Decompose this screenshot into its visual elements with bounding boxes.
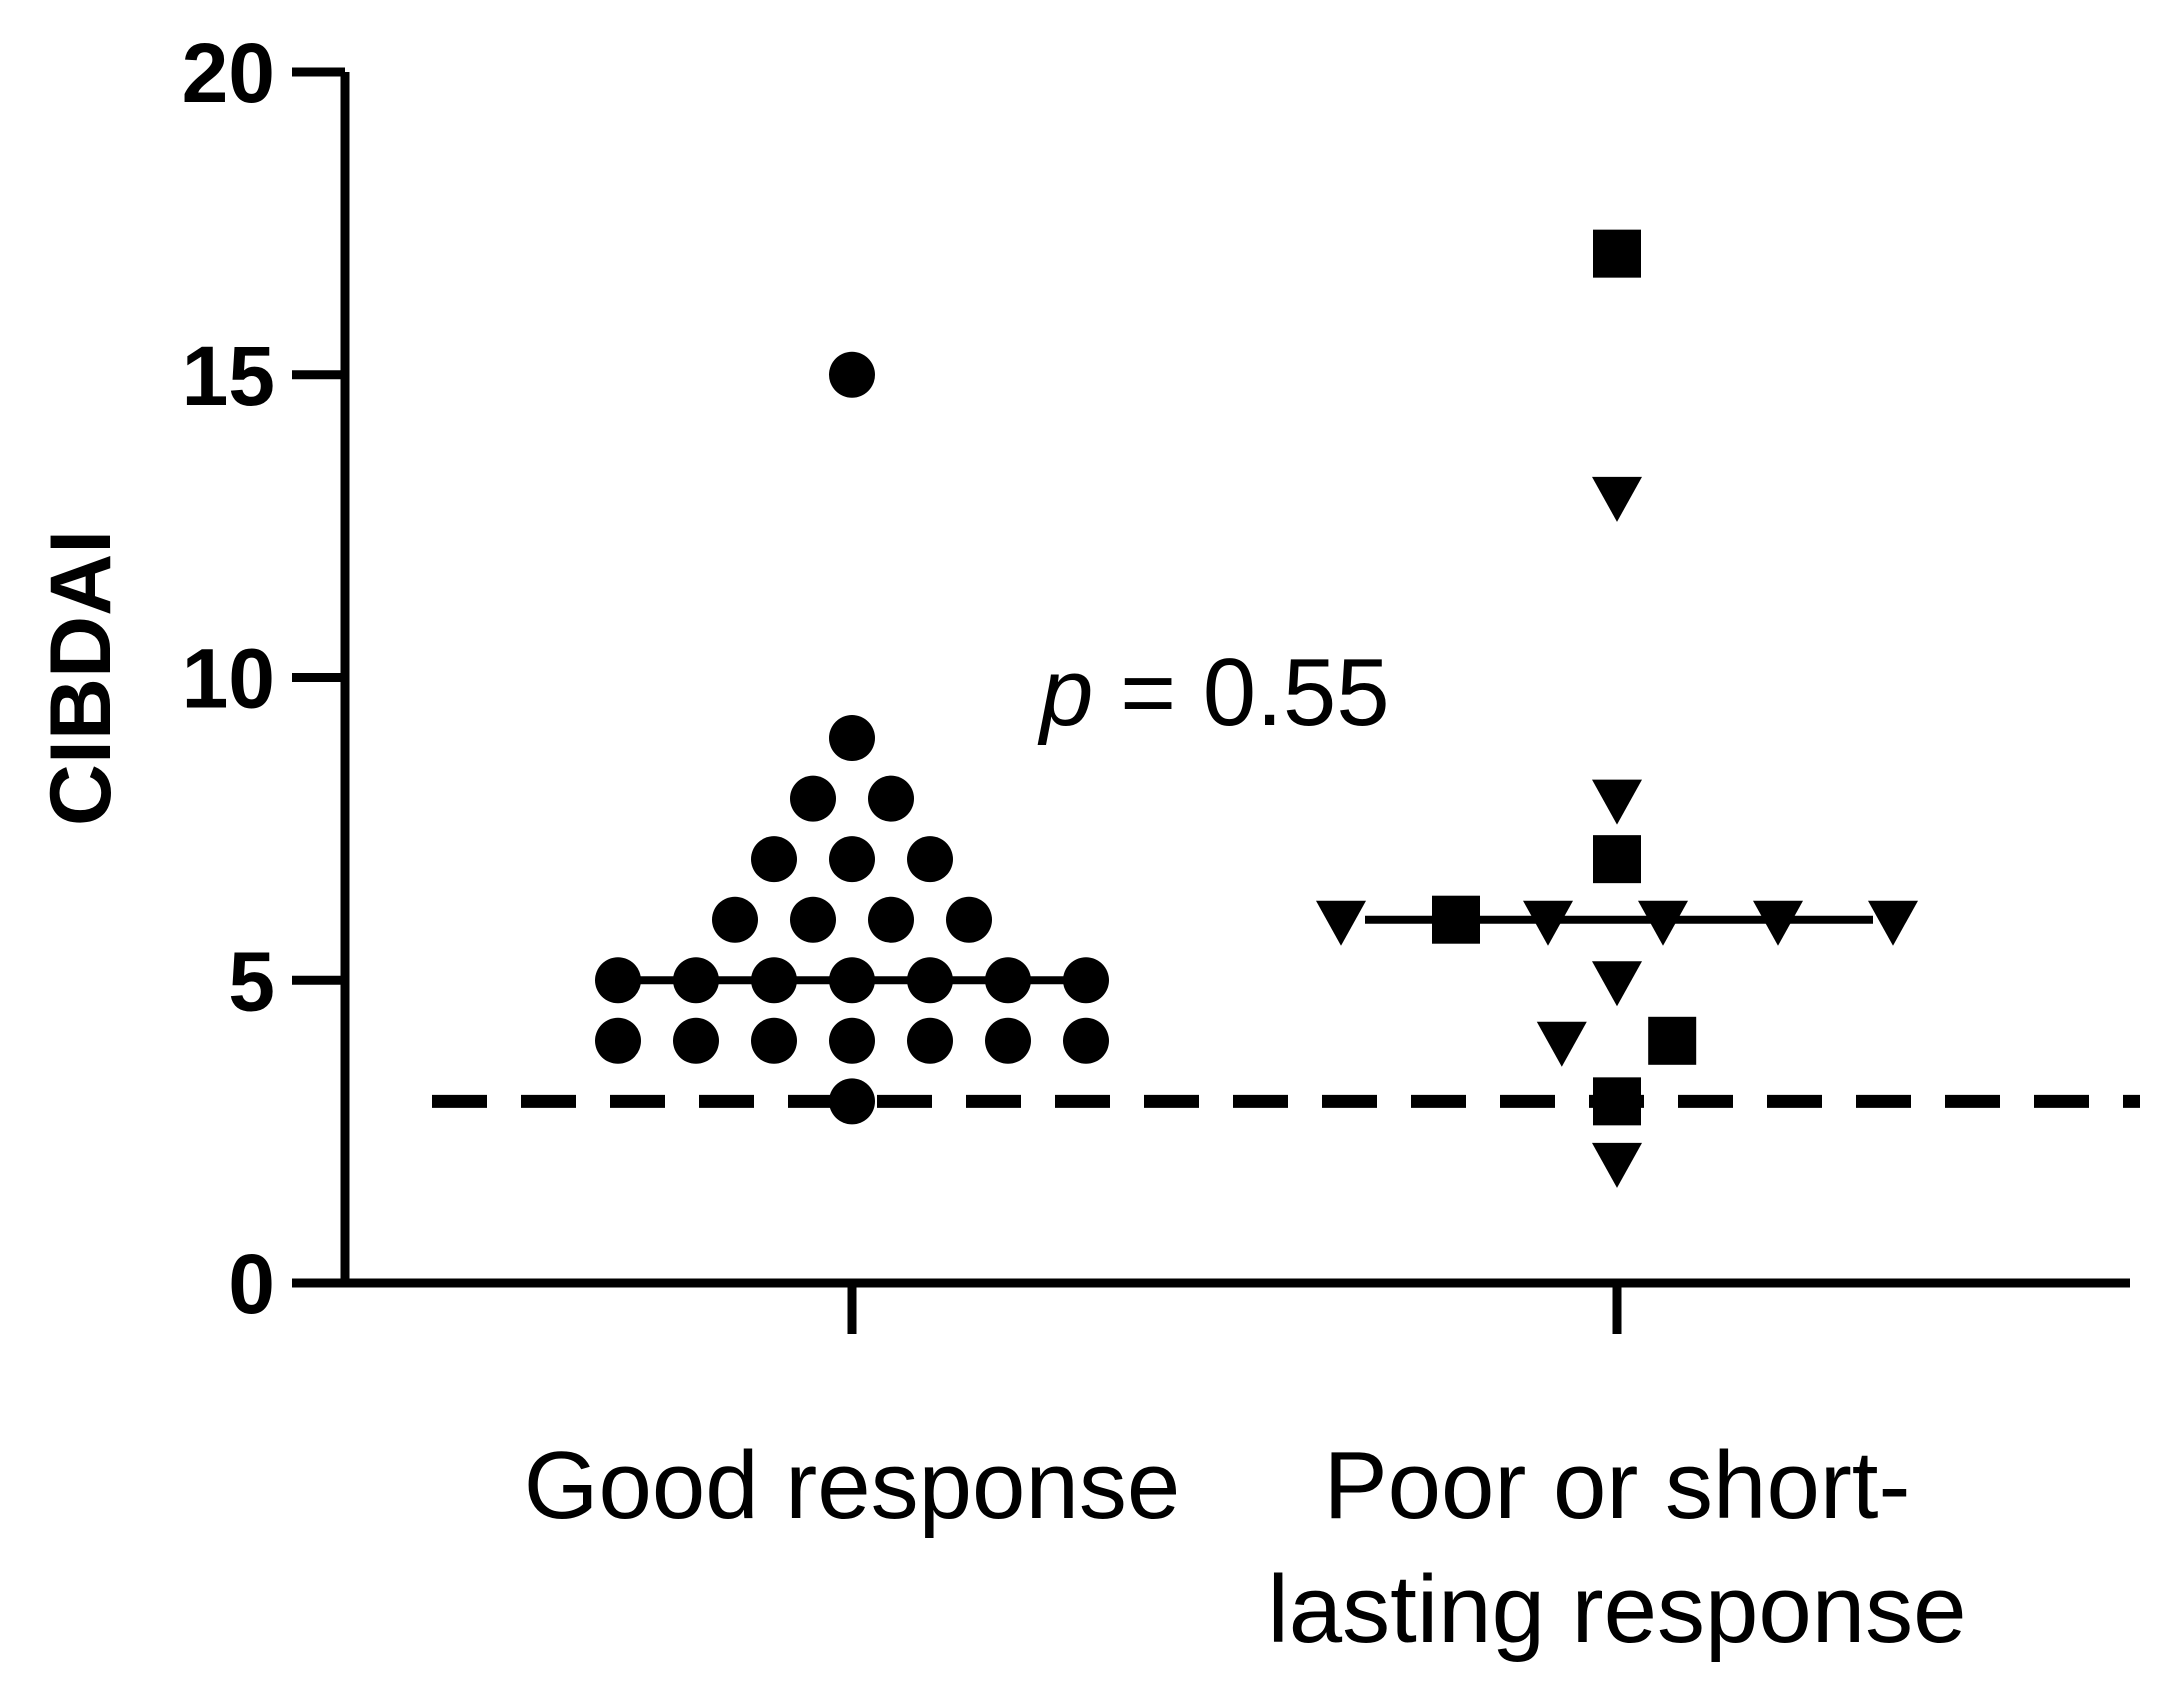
y-tick-label-0: 0 xyxy=(228,1237,275,1331)
axes: 0 5 10 15 20 xyxy=(182,26,2130,1334)
point-poor-14 xyxy=(1592,1142,1642,1188)
point-good-2 xyxy=(790,775,836,822)
y-tick-label-20: 20 xyxy=(182,26,275,120)
point-good-24 xyxy=(1063,1017,1109,1064)
y-axis-title: CIBDAI xyxy=(33,530,129,826)
y-tick-label-10: 10 xyxy=(182,632,275,726)
point-good-18 xyxy=(595,1017,641,1064)
point-good-21 xyxy=(829,1017,875,1064)
y-ticks: 0 5 10 15 20 xyxy=(182,26,345,1331)
point-poor-1 xyxy=(1592,476,1642,522)
point-good-7 xyxy=(712,896,758,943)
point-good-20 xyxy=(751,1017,797,1064)
point-good-19 xyxy=(673,1017,719,1064)
point-good-1 xyxy=(829,715,875,762)
y-tick-label-15: 15 xyxy=(182,329,275,423)
point-good-9 xyxy=(868,896,914,943)
point-good-8 xyxy=(790,896,836,943)
x-ticks xyxy=(847,1283,1622,1334)
point-good-6 xyxy=(907,836,953,883)
point-poor-0 xyxy=(1593,229,1641,278)
point-poor-12 xyxy=(1648,1016,1697,1065)
point-poor-3 xyxy=(1593,835,1641,884)
y-tick-label-5: 5 xyxy=(228,934,275,1028)
point-good-10 xyxy=(946,896,992,943)
p-value-text: = 0.55 xyxy=(1093,639,1389,746)
median-lines xyxy=(622,915,1873,985)
category-label-poor-line1: Poor or short- xyxy=(1324,1432,1911,1539)
point-poor-11 xyxy=(1536,1021,1587,1067)
point-poor-10 xyxy=(1592,961,1642,1007)
point-good-0 xyxy=(829,351,875,398)
point-good-22 xyxy=(907,1017,953,1064)
point-good-23 xyxy=(985,1017,1031,1064)
category-label-good: Good response xyxy=(524,1432,1180,1539)
point-good-3 xyxy=(868,775,914,822)
p-symbol: p xyxy=(1037,639,1093,746)
point-good-4 xyxy=(751,836,797,883)
point-poor-13 xyxy=(1593,1077,1641,1126)
point-poor-2 xyxy=(1592,779,1642,825)
point-good-11 xyxy=(595,957,641,1004)
point-good-25 xyxy=(829,1078,875,1125)
point-good-5 xyxy=(829,836,875,883)
p-value-annotation: p = 0.55 xyxy=(1037,639,1390,746)
point-poor-4 xyxy=(1316,900,1366,946)
category-label-poor-line2: lasting response xyxy=(1267,1556,1966,1663)
point-poor-9 xyxy=(1868,900,1918,946)
